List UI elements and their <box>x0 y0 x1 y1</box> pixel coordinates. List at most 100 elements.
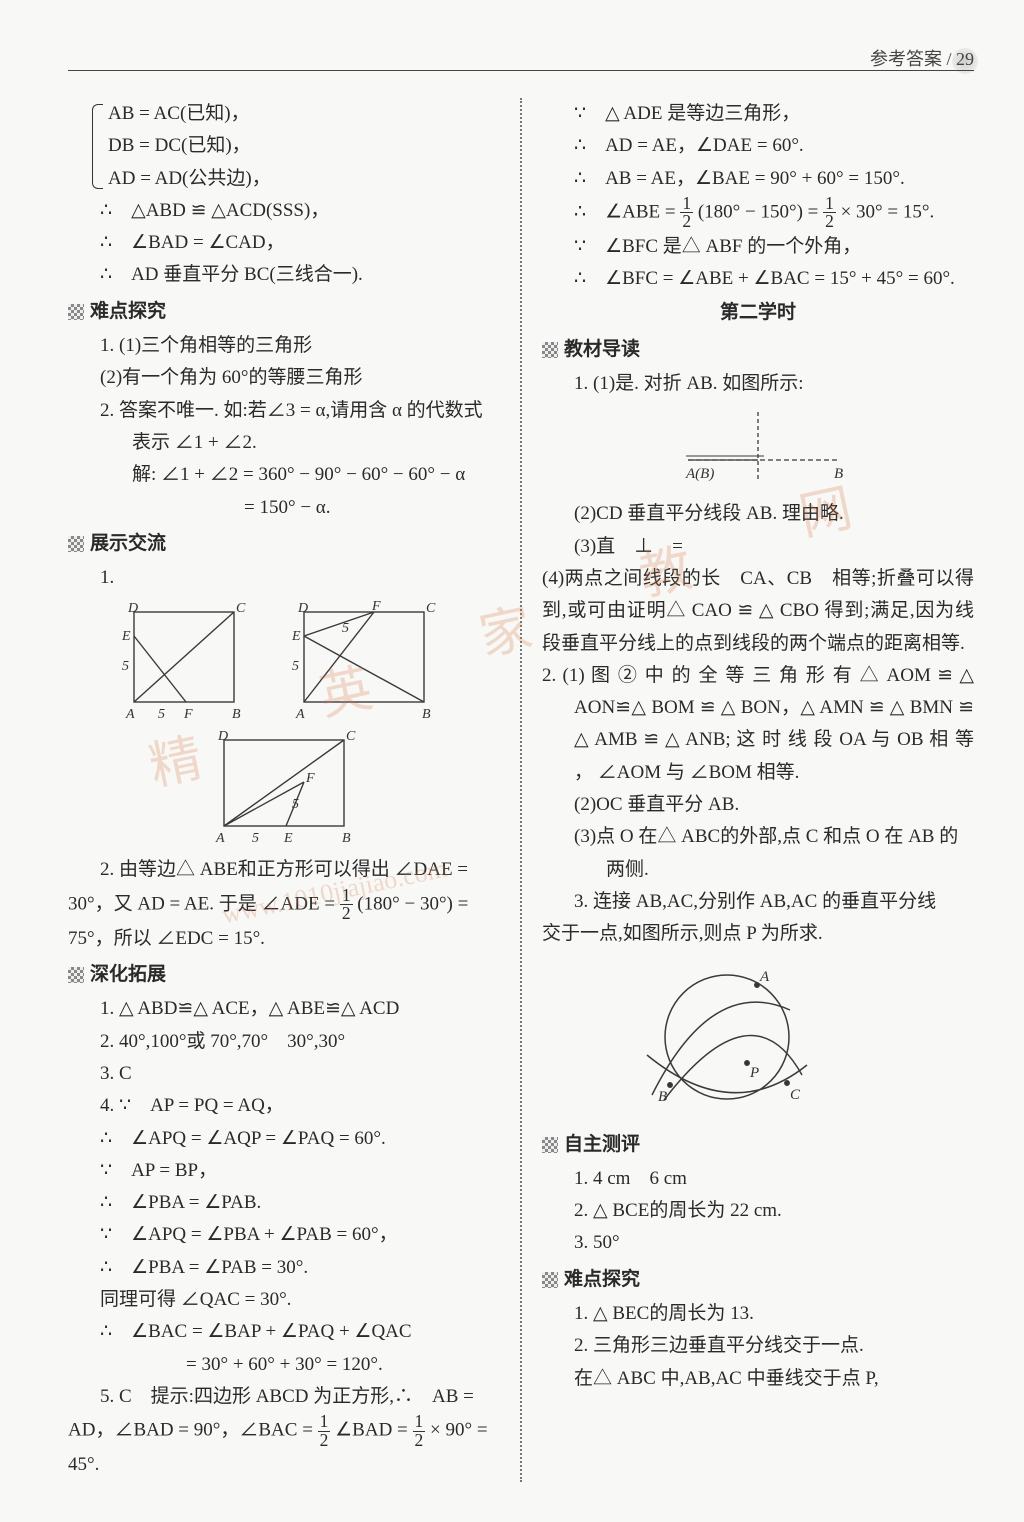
proof-line: ∴ ∠BAD = ∠CAD， <box>68 227 500 259</box>
svg-text:E: E <box>121 629 131 644</box>
proof-line: ∴ △ABD ≌ △ACD(SSS)， <box>68 195 500 227</box>
header-label: 参考答案 <box>870 49 942 69</box>
header-rule <box>68 70 974 71</box>
body-text: (3)直 ⊥ = <box>542 531 974 563</box>
brace-system: AB = AC(已知)， DB = DC(已知)， AD = AD(公共边)， <box>68 98 500 195</box>
section-title: 难点探究 <box>90 296 166 328</box>
equation-line: 30°，又 AD = AE. 于是 ∠ADE = 12 (180° − 30°)… <box>68 887 500 923</box>
section-title: 展示交流 <box>90 528 166 560</box>
item-number: 1. <box>68 562 500 594</box>
svg-text:F: F <box>371 599 381 614</box>
section-heading: 难点探究 <box>68 296 500 328</box>
right-column: ∵ △ ADE 是等边三角形， ∴ AD = AE，∠DAE = 60°. ∴ … <box>542 98 974 1482</box>
proof-line: ∴ AD 垂直平分 BC(三线合一). <box>68 259 500 291</box>
svg-text:B: B <box>232 707 241 722</box>
fraction: 12 <box>318 1413 331 1449</box>
hatched-square-icon <box>542 342 558 358</box>
pt-label: B <box>834 466 843 482</box>
body-text: 2. 答案不唯一. 如:若∠3 = α,请用含 α 的代数式表示 ∠1 + ∠2… <box>100 395 500 460</box>
eq-part: 30°，又 AD = AE. 于是 ∠ADE = <box>68 893 340 914</box>
body-text: 1. △ ABD≌△ ACE，△ ABE≌△ ACD <box>68 993 500 1025</box>
svg-text:A: A <box>295 707 305 722</box>
pt-label: A(B) <box>685 466 714 482</box>
body-text: 5. C 提示:四边形 ABCD 为正方形,∴ AB = <box>68 1381 500 1413</box>
svg-text:D: D <box>297 601 308 616</box>
svg-text:E: E <box>291 629 301 644</box>
proof-line: ∵ AP = BP， <box>68 1155 500 1187</box>
section-title: 教材导读 <box>564 334 640 366</box>
eq-part: (180° − 30°) = <box>357 893 468 914</box>
frac-num: 1 <box>413 1413 426 1431</box>
class-title: 第二学时 <box>542 297 974 329</box>
body-text: 2. 由等边△ ABE和正方形可以得出 ∠DAE = <box>68 854 500 886</box>
body-text: 2. △ BCE的周长为 22 cm. <box>542 1195 974 1227</box>
eq-part: × 30° = 15°. <box>841 201 935 222</box>
frac-den: 2 <box>413 1432 426 1449</box>
body-text: 1. △ BEC的周长为 13. <box>542 1298 974 1330</box>
hatched-square-icon <box>68 304 84 320</box>
svg-text:D: D <box>217 730 228 744</box>
page-number: 29 <box>956 49 974 69</box>
svg-text:C: C <box>426 601 436 616</box>
svg-text:P: P <box>749 1065 759 1081</box>
svg-text:F: F <box>183 707 193 722</box>
eq-part: (180° − 150°) = <box>698 201 823 222</box>
frac-den: 2 <box>823 213 836 230</box>
body-text: 交于一点,如图所示,则点 P 为所求. <box>542 918 974 950</box>
section-title: 深化拓展 <box>90 959 166 991</box>
svg-text:C: C <box>790 1087 801 1103</box>
proof-line: 4. ∵ AP = PQ = AQ， <box>68 1090 500 1122</box>
page-header: 参考答案 / 29 <box>870 44 974 75</box>
section-title: 难点探究 <box>564 1264 640 1296</box>
hatched-square-icon <box>542 1272 558 1288</box>
body-text: 75°，所以 ∠EDC = 15°. <box>68 923 500 955</box>
body-text: (3)点 O 在△ ABC的外部,点 C 和点 O 在 AB 的两侧. <box>574 821 974 886</box>
body-text: 3. 50° <box>542 1227 974 1259</box>
equation-line: AD，∠BAD = 90°，∠BAC = 12 ∠BAD = 12 × 90° … <box>68 1413 500 1481</box>
svg-text:C: C <box>236 601 246 616</box>
frac-den: 2 <box>680 213 693 230</box>
section-heading: 深化拓展 <box>68 959 500 991</box>
svg-text:5: 5 <box>252 831 259 846</box>
svg-text:5: 5 <box>342 621 349 636</box>
section-heading: 展示交流 <box>68 528 500 560</box>
proof-line: ∴ ∠PBA = ∠PAB = 30°. <box>68 1252 500 1284</box>
hatched-square-icon <box>68 967 84 983</box>
eq-part: ∴ ∠ABE = <box>574 201 680 222</box>
proof-line: = 30° + 60° + 30° = 120°. <box>68 1349 500 1381</box>
proof-line: ∵ ∠BFC 是△ ABF 的一个外角， <box>542 231 974 263</box>
header-divider: / <box>946 49 951 69</box>
two-column-layout: AB = AC(已知)， DB = DC(已知)， AD = AD(公共边)， … <box>68 98 974 1482</box>
fraction: 12 <box>413 1413 426 1449</box>
frac-den: 2 <box>340 905 353 922</box>
brace-line: AB = AC(已知)， <box>108 98 500 130</box>
brace-line: AD = AD(公共边)， <box>108 163 500 195</box>
proof-line: ∵ △ ADE 是等边三角形， <box>542 98 974 130</box>
proof-line: ∴ ∠BFC = ∠ABE + ∠BAC = 15° + 45° = 60°. <box>542 263 974 295</box>
proof-line: ∵ ∠APQ = ∠PBA + ∠PAB = 60°， <box>68 1219 500 1251</box>
svg-text:5: 5 <box>122 659 129 674</box>
hatched-square-icon <box>68 536 84 552</box>
body-text: 3. 连接 AB,AC,分别作 AB,AC 的垂直平分线 <box>542 886 974 918</box>
brace-line: DB = DC(已知)， <box>108 130 500 162</box>
svg-text:C: C <box>346 730 356 744</box>
proof-line: ∴ ∠BAC = ∠BAP + ∠PAQ + ∠QAC <box>68 1316 500 1348</box>
equation: 解: ∠1 + ∠2 = 360° − 90° − 60° − 60° − α <box>68 459 500 491</box>
svg-text:E: E <box>283 831 293 846</box>
svg-text:5: 5 <box>292 797 299 812</box>
proof-line: 同理可得 ∠QAC = 30°. <box>68 1284 500 1316</box>
left-column: AB = AC(已知)， DB = DC(已知)， AD = AD(公共边)， … <box>68 98 500 1482</box>
section-heading: 难点探究 <box>542 1264 974 1296</box>
fraction: 12 <box>680 195 693 231</box>
eq-part: AD，∠BAD = 90°，∠BAC = <box>68 1420 318 1441</box>
page: 参考答案 / 29 AB = AC(已知)， DB = DC(已知)， AD =… <box>68 70 974 1482</box>
svg-text:A: A <box>215 831 225 846</box>
svg-text:D: D <box>127 601 138 616</box>
proof-line: ∴ ∠APQ = ∠AQP = ∠PAQ = 60°. <box>68 1123 500 1155</box>
fraction: 12 <box>340 887 353 923</box>
svg-text:A: A <box>125 707 135 722</box>
svg-text:5: 5 <box>292 659 299 674</box>
body-text: 1. (1)是. 对折 AB. 如图所示: <box>542 368 974 400</box>
frac-den: 2 <box>318 1432 331 1449</box>
body-text: 2. (1) 图 ② 中 的 全 等 三 角 形 有 △ AOM ≌ △ AON… <box>542 660 974 789</box>
